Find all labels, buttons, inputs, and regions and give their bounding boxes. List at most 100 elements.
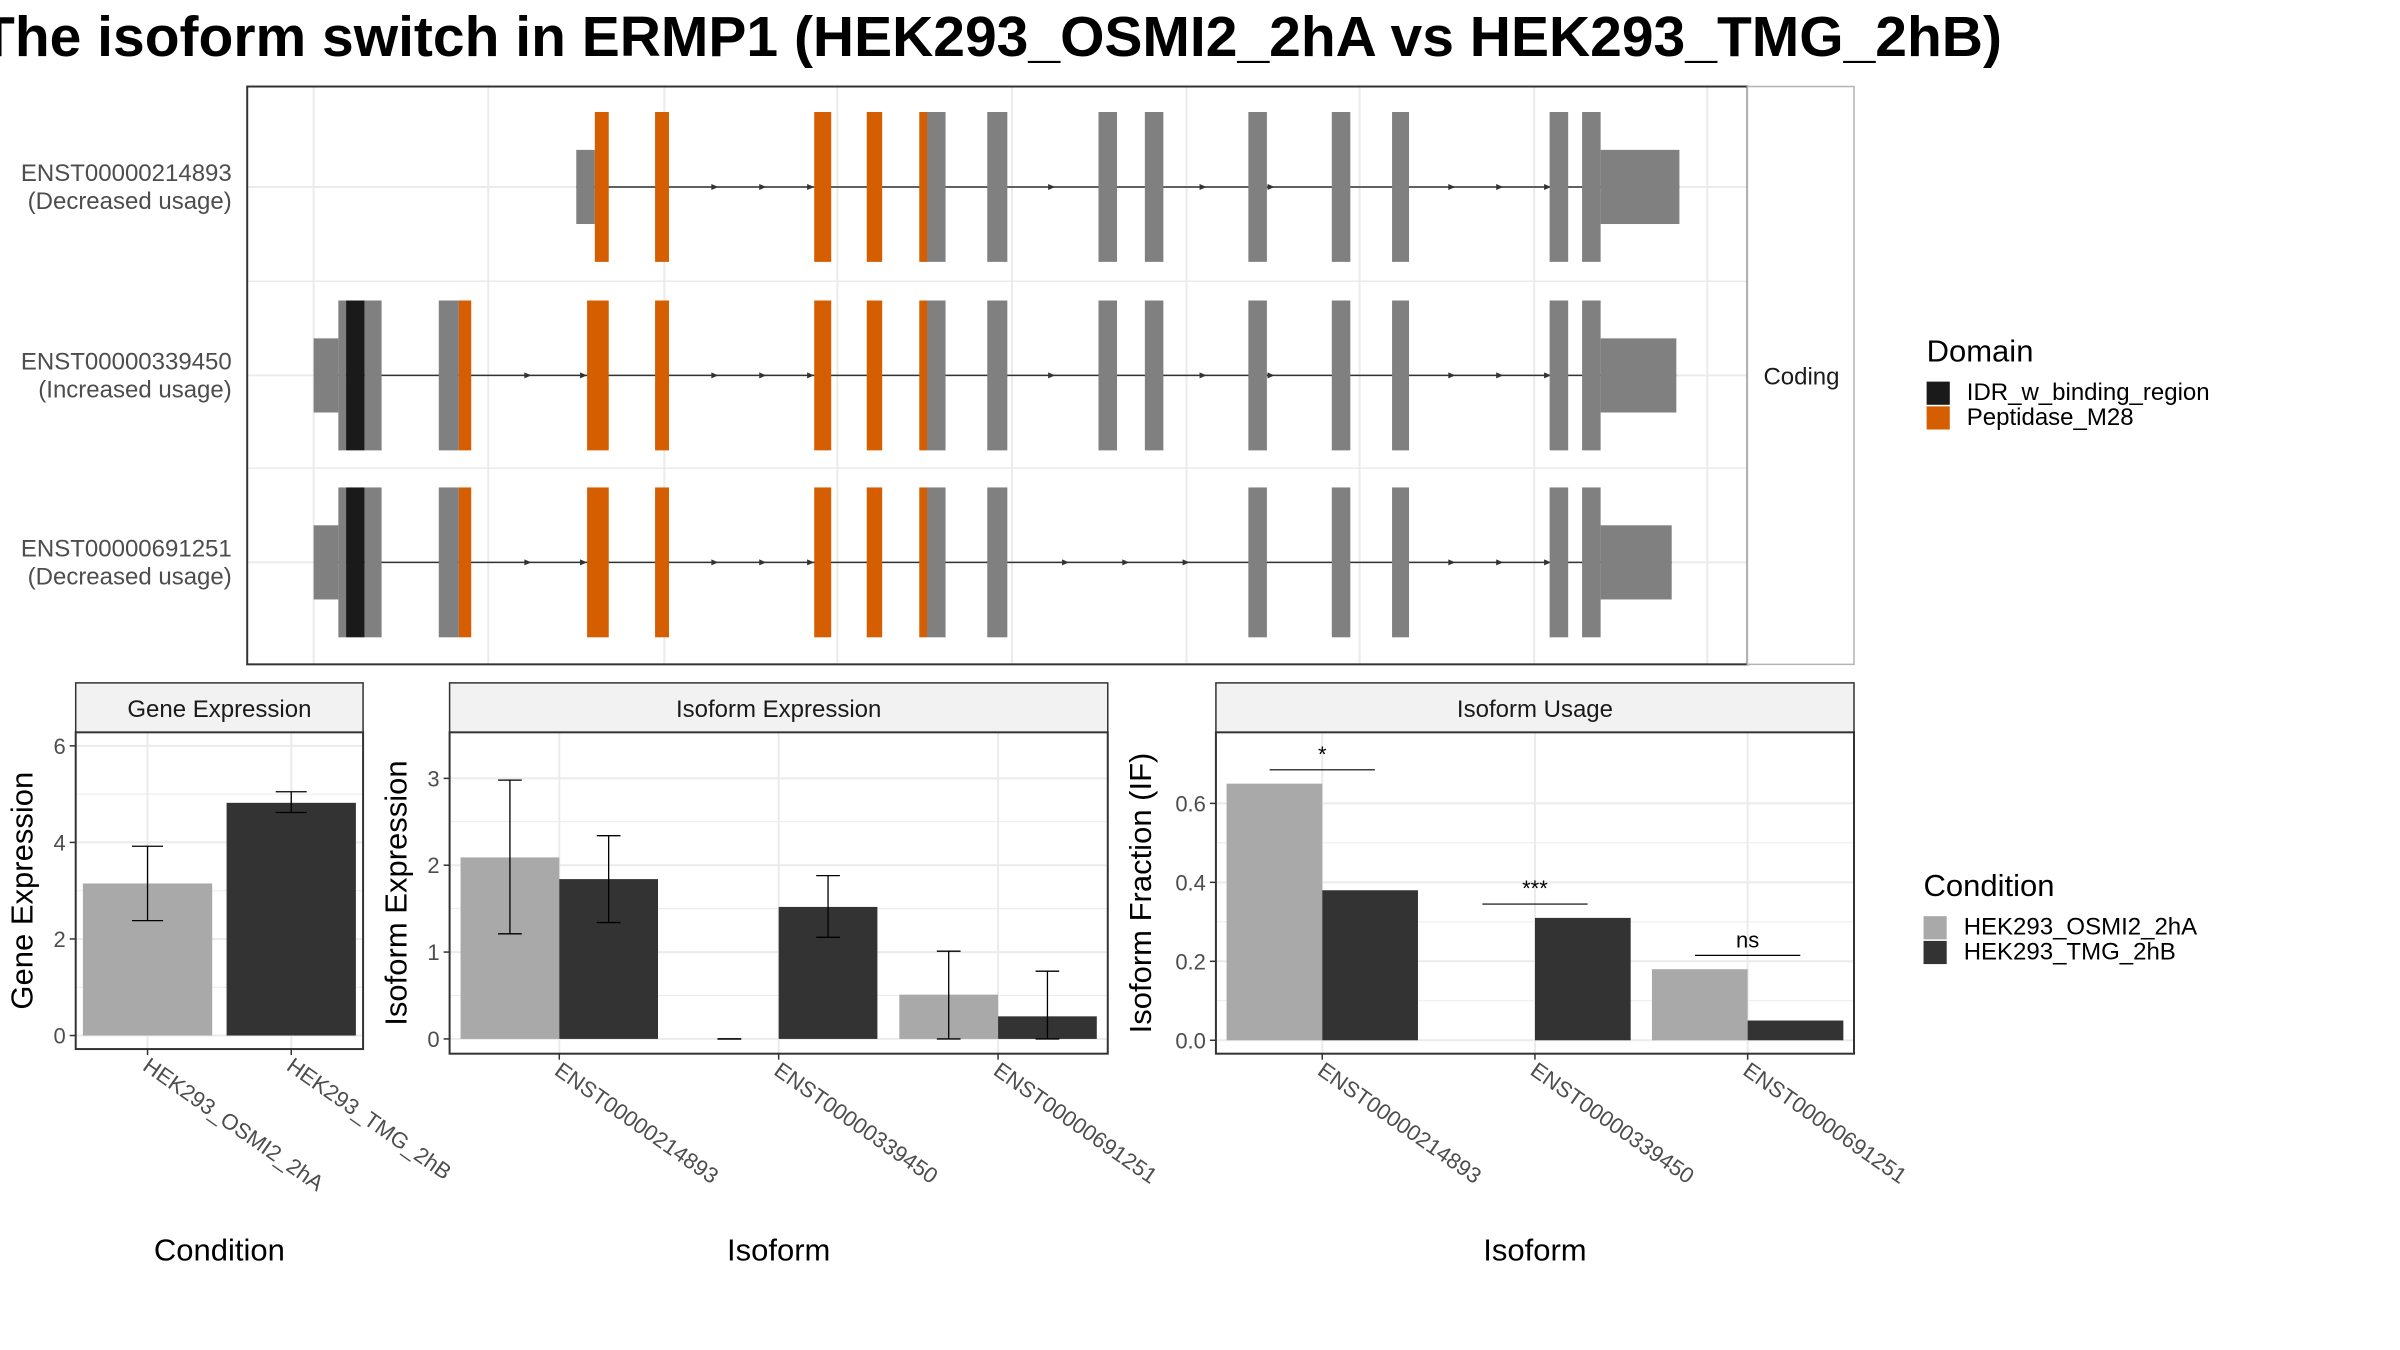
significance-label: *** (1522, 876, 1548, 901)
legend-label: Peptidase_M28 (1967, 404, 2134, 431)
isoform-usage-panel: Isoform Usage0.00.20.40.6****nsENST00000… (1123, 682, 1911, 1268)
facet-strip (448, 682, 1109, 734)
transcript-usage-label: (Decreased usage) (28, 188, 232, 215)
exon-block (1248, 300, 1267, 451)
x-axis-title: Isoform (1483, 1233, 1586, 1268)
facet-label: Coding (1763, 364, 1839, 391)
panel-border (74, 731, 365, 1051)
strand-arrow (1448, 183, 1456, 190)
exon-block (814, 112, 832, 262)
strand-arrow (1544, 372, 1552, 379)
bar (1651, 969, 1748, 1041)
facet-strip (1746, 85, 1855, 666)
strand-arrow (1544, 559, 1552, 566)
strand-arrow (1448, 559, 1456, 566)
y-tick-label: 0.0 (1175, 1028, 1206, 1053)
facet-strip (1215, 682, 1855, 734)
x-tick-label: ENST00000339450 (770, 1057, 943, 1188)
utr-block (576, 149, 595, 225)
isoform-expression-panel: Isoform Expression 0 1 2 3 ENST00000214893 ENS… (378, 682, 1162, 1268)
legend-key-peptidase (1926, 406, 1950, 430)
y-tick-label: 4 (53, 830, 65, 855)
strand-arrow (1496, 559, 1504, 566)
transcript-id-label: ENST00000339450 (21, 348, 232, 375)
exon-block (364, 300, 382, 451)
y-tick-label: 3 (427, 766, 439, 791)
exon-block (919, 300, 927, 451)
transcript-id-label: ENST00000691251 (21, 535, 232, 562)
exon-block (1549, 300, 1569, 451)
strand-arrow (711, 372, 719, 379)
strand-arrow (524, 559, 532, 566)
x-tick-label: ENST00000214893 (550, 1057, 723, 1188)
strand-arrow (807, 183, 815, 190)
exon-block (1392, 487, 1410, 638)
exon-block (346, 487, 365, 638)
exon-block (1144, 112, 1164, 262)
strand-arrow (1122, 559, 1130, 566)
exon-block (1331, 300, 1351, 451)
strand-arrow (524, 372, 532, 379)
bar (1747, 1020, 1844, 1041)
exon-block (364, 487, 382, 638)
strand-arrow (1048, 372, 1056, 379)
strand-arrow (807, 372, 815, 379)
legend-key-cond_a (1923, 916, 1947, 940)
strand-arrow (759, 559, 767, 566)
strand-arrow (1544, 183, 1552, 190)
facet-label: Isoform Usage (1457, 696, 1613, 723)
significance-label: * (1318, 742, 1327, 767)
exon-block (987, 112, 1008, 262)
exon-block (655, 300, 669, 451)
strand-arrow (807, 559, 815, 566)
facet-label: Gene Expression (127, 696, 311, 723)
strand-arrow (580, 559, 588, 566)
exon-block (866, 300, 883, 451)
legend-key-cond_b (1923, 940, 1947, 965)
transcript-id-label: ENST00000214893 (21, 160, 232, 187)
exon-block (987, 487, 1008, 638)
exon-block (458, 300, 472, 451)
strand-arrow (1448, 372, 1456, 379)
y-axis-title: Isoform Fraction (IF) (1123, 753, 1158, 1034)
y-tick-label: 2 (427, 853, 439, 878)
exon-block (1098, 300, 1118, 451)
transcript-structure-panel: ENST00000214893(Decreased usage) ENST0000… (21, 85, 1855, 666)
strand-arrow (1048, 183, 1056, 190)
exon-block (927, 487, 946, 638)
exon-block (1144, 300, 1164, 451)
x-tick-label: ENST00000691251 (989, 1057, 1162, 1188)
exon-block (987, 300, 1008, 451)
legend-label: IDR_w_binding_region (1967, 379, 2210, 406)
exon-block (1331, 112, 1351, 262)
y-axis-title: Gene Expression (4, 772, 39, 1010)
exon-block (814, 487, 832, 638)
condition-legend-title: Condition (1924, 868, 2055, 903)
strand-arrow (1267, 183, 1275, 190)
exon-block (814, 300, 832, 451)
exon-block (346, 300, 365, 451)
strand-arrow (1496, 183, 1504, 190)
y-tick-label: 6 (53, 734, 65, 759)
bar (1322, 890, 1418, 1041)
exon-block (438, 300, 459, 451)
y-tick-label: 0.6 (1175, 791, 1206, 816)
domain-legend-title: Domain (1927, 334, 2034, 369)
y-axis-title: Isoform Expression (378, 760, 413, 1025)
exon-block (1098, 112, 1118, 262)
y-tick-label: 0.4 (1175, 870, 1206, 895)
exon-block (338, 487, 347, 638)
y-tick-label: 0.2 (1175, 949, 1206, 974)
exon-block (655, 112, 669, 262)
strand-arrow (1199, 372, 1207, 379)
y-tick-label: 0 (427, 1027, 439, 1052)
y-tick-label: 1 (427, 940, 439, 965)
legend-label: HEK293_OSMI2_2hA (1964, 914, 2197, 941)
utr-block (1600, 338, 1677, 413)
strand-arrow (759, 372, 767, 379)
bar (1534, 917, 1631, 1041)
y-tick-label: 0 (53, 1024, 65, 1049)
strand-arrow (1182, 559, 1190, 566)
